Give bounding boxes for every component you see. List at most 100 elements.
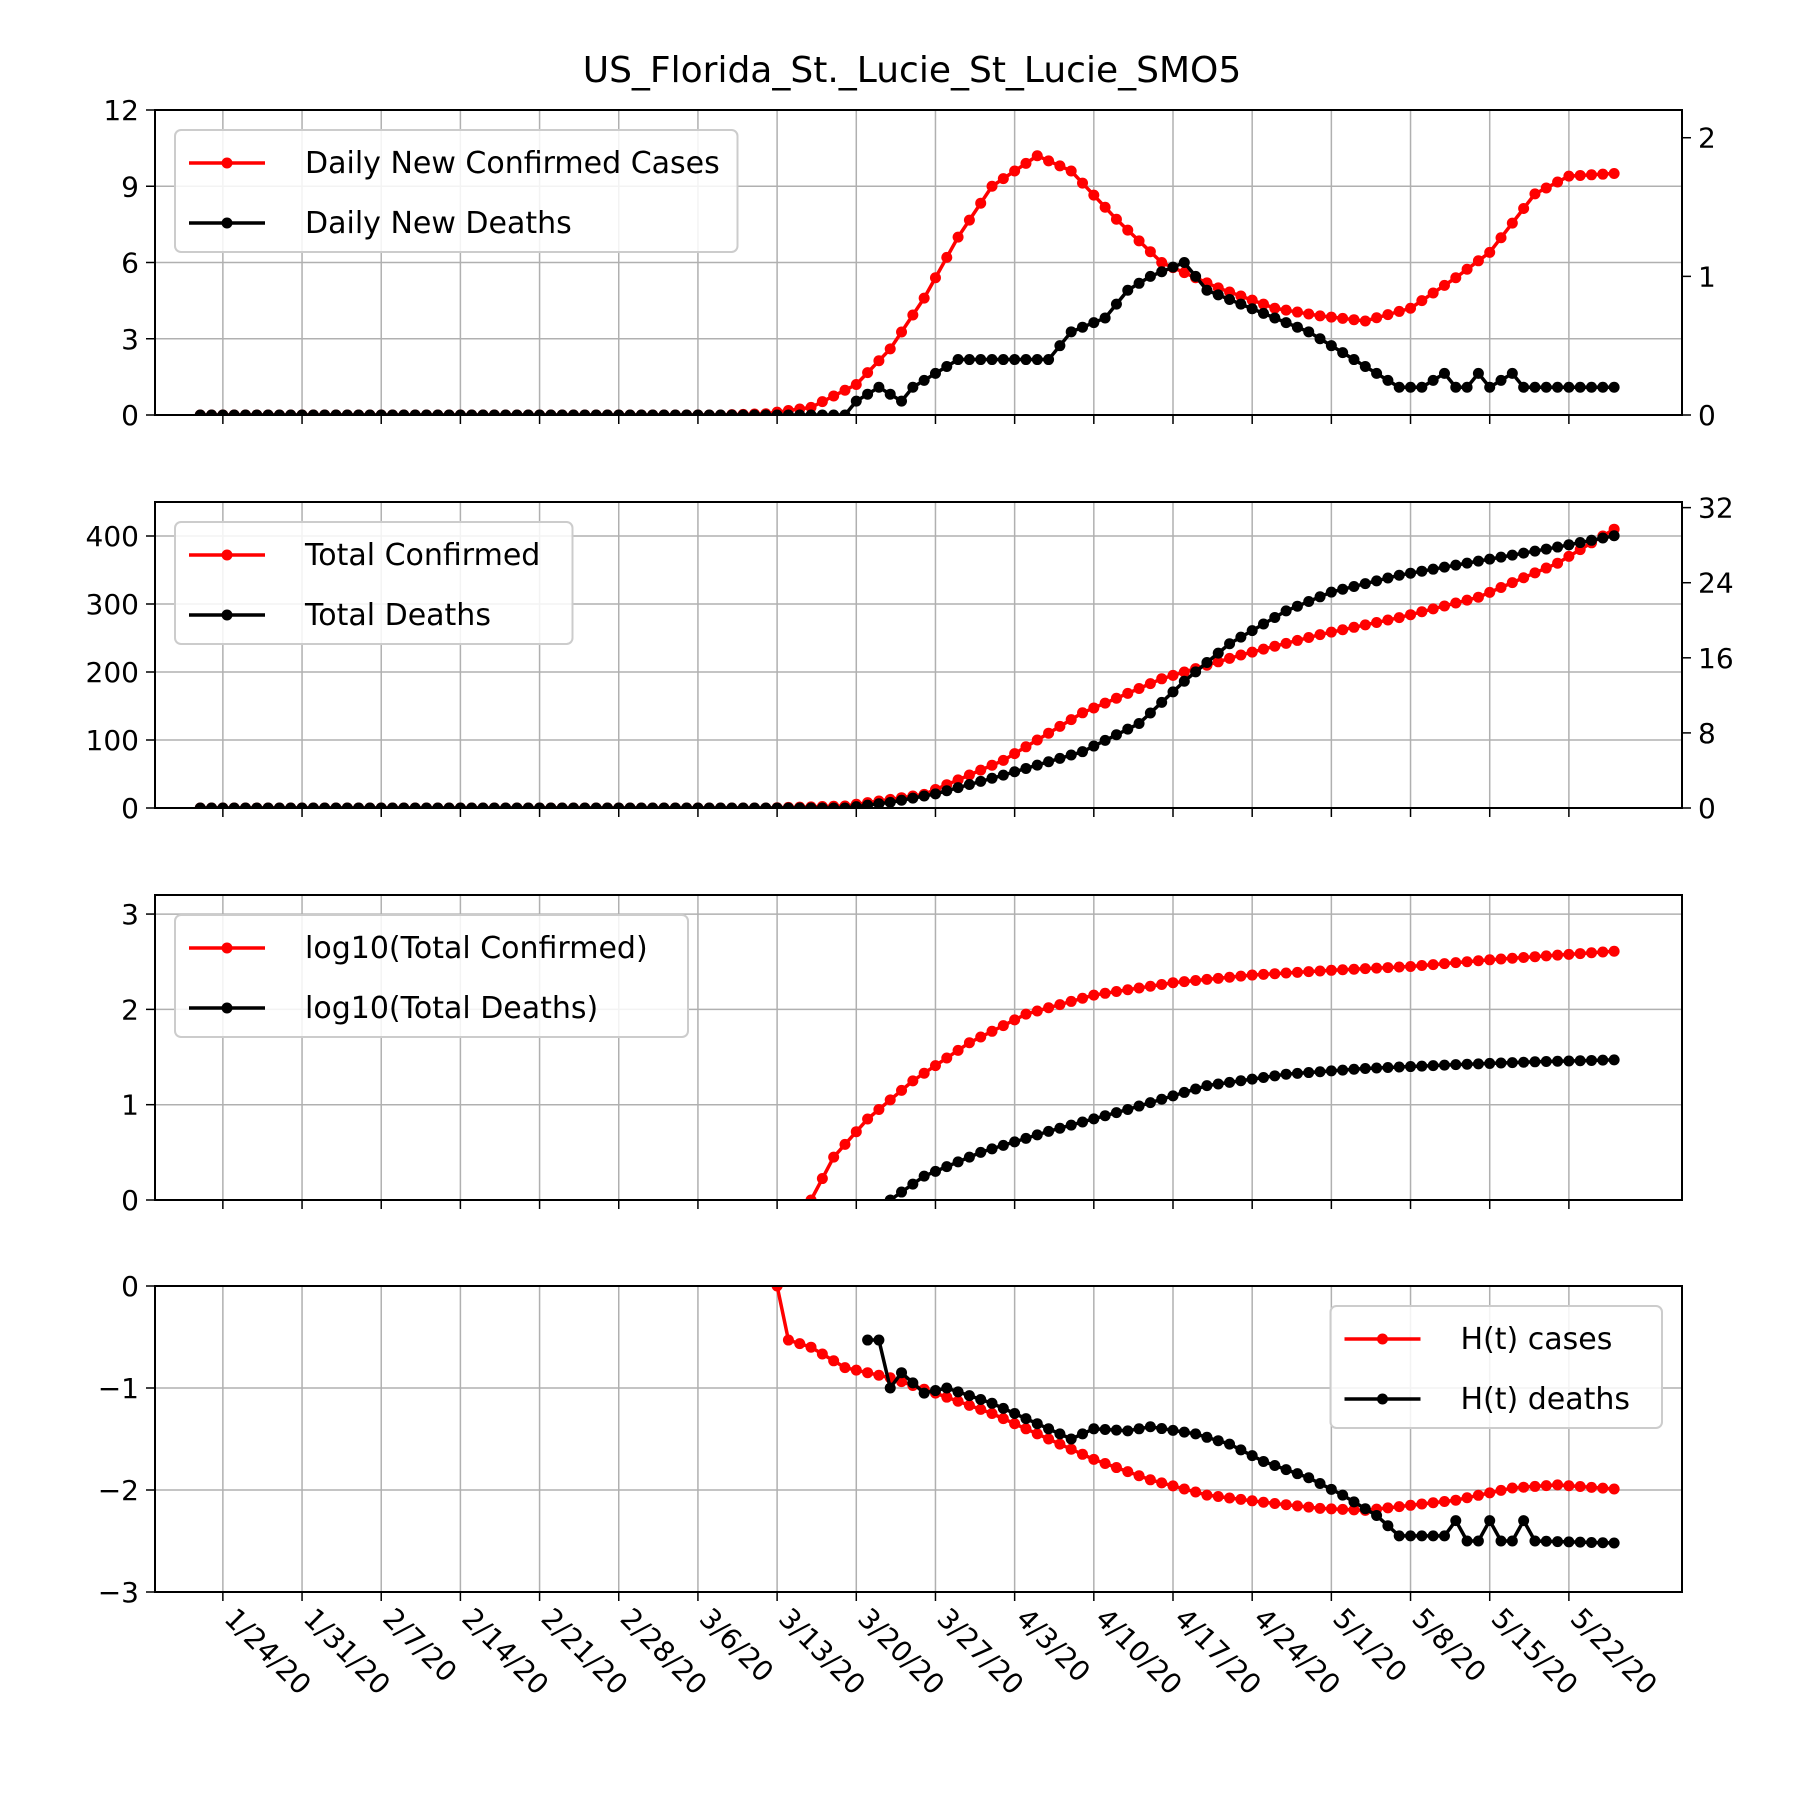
series-point [1077,321,1089,333]
series-point [1405,381,1417,393]
series-point [986,1408,998,1419]
series-point [816,409,828,415]
series-point [1235,1493,1247,1505]
series-point [1597,946,1609,958]
series-point [862,1113,874,1125]
series-point [1348,354,1360,366]
series-point [217,409,229,415]
series-group [194,523,1620,808]
series-point [1065,995,1077,1007]
series-point [1077,707,1089,719]
y-tick-label-left: 3 [121,898,139,931]
legend-label: log10(Total Confirmed) [305,931,648,966]
series-point [1506,952,1518,964]
series-point [488,802,500,808]
series-point [1280,304,1292,316]
series-point [1405,609,1417,621]
series-point [1054,752,1066,764]
series-point [975,354,987,366]
series-point [816,1348,828,1360]
series-point [1393,1501,1405,1513]
series-point [1020,762,1032,774]
series-point [239,409,251,415]
series-point [1359,963,1371,975]
y-tick-label-right: 0 [1698,399,1716,432]
series-point [839,384,851,396]
series-point [1235,290,1247,302]
series-point [1122,984,1134,996]
series-point [1077,992,1089,1004]
series-point [1257,1071,1269,1083]
series-point [1201,973,1213,985]
series-point [873,1369,885,1381]
series-point [1009,1418,1021,1430]
series-point [1518,547,1530,559]
series-point [1065,714,1077,726]
series-point [963,779,975,791]
series-point [1235,631,1247,643]
series-point [1371,367,1383,379]
series-point [884,388,896,400]
series-point [1416,606,1428,618]
series-point [1133,1423,1145,1435]
series-point [228,802,240,808]
series-point [828,390,840,402]
series-point [296,802,308,808]
series-point [1257,1455,1269,1467]
series-point [1574,1055,1586,1067]
series-point [1371,962,1383,974]
series-point [986,354,998,366]
series-point [997,1020,1009,1032]
series-point [1257,298,1269,310]
series-point [1552,381,1564,393]
series-point [1144,1097,1156,1109]
series-point [1484,246,1496,258]
series-point [1597,168,1609,180]
series-point [1201,1431,1213,1443]
series-point [1009,1136,1021,1148]
series-point [1235,649,1247,661]
series-point [929,1165,941,1177]
series-point [1574,1481,1586,1493]
series-point [251,802,263,808]
series-point [1608,1483,1620,1495]
series-point [1201,284,1213,296]
series-point [1540,1480,1552,1492]
series-point [1371,616,1383,628]
series-point [963,1037,975,1049]
series-point [1122,284,1134,296]
series-point [1484,381,1496,393]
series-point [330,409,342,415]
series-point [873,798,885,808]
series-point [997,1413,1009,1425]
series-point [1552,557,1564,569]
series-point [1371,312,1383,324]
series-point [816,396,828,408]
series-point [828,1355,840,1367]
series-point [1382,614,1394,626]
series-point [1246,969,1258,981]
series-point [1065,749,1077,761]
series-point [1043,155,1055,167]
series-point [1506,367,1518,379]
y-tick-label-right: 16 [1698,642,1734,675]
series-point [896,1084,908,1096]
legend: Total Confirmed Total Deaths [174,521,574,645]
series-point [579,802,591,808]
series-point [1291,634,1303,646]
series-point [1054,1428,1066,1440]
series-point [1427,287,1439,299]
series-point [1009,1014,1021,1026]
series-point [1009,1408,1021,1419]
series-point [1495,551,1507,563]
series-point [1427,1497,1439,1509]
series-point [737,802,749,808]
series-point [816,802,828,808]
series-point [1438,1495,1450,1507]
series-point [1552,949,1564,961]
series-point [963,1399,975,1411]
series-point [1472,1058,1484,1070]
y-tick-label-left: 0 [121,1184,139,1217]
series-point [1212,647,1224,659]
series-point [1586,947,1598,959]
